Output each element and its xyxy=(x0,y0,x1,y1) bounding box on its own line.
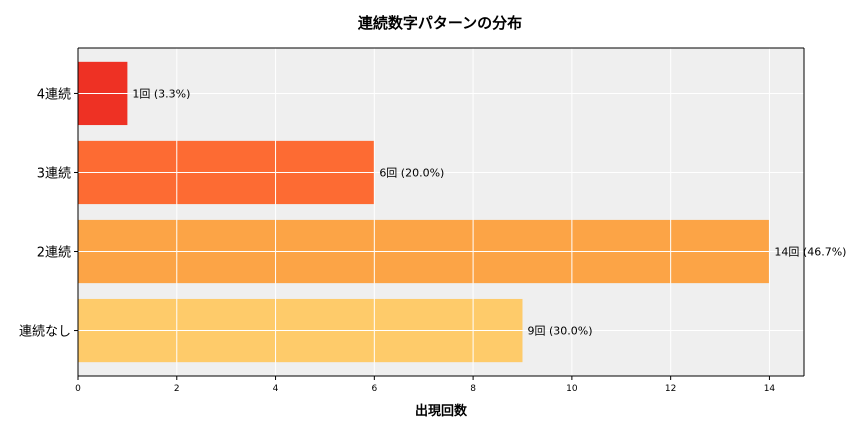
x-tick-label: 8 xyxy=(470,384,476,394)
y-tick-label: 連続なし xyxy=(19,325,71,340)
data-label: 9回 (30.0%) xyxy=(527,325,592,338)
y-tick-labels: 連続なし 2連続 3連続 4連続 xyxy=(19,87,78,340)
x-axis-label: 出現回数 xyxy=(415,403,468,419)
x-tick-label: 10 xyxy=(566,384,578,394)
data-labels: 9回 (30.0%) 14回 (46.7%) 6回 (20.0%) 1回 (3.3%) xyxy=(132,87,846,337)
data-label: 6回 (20.0%) xyxy=(379,166,444,179)
y-tick-label: 4連続 xyxy=(37,87,71,102)
x-tick-label: 6 xyxy=(371,384,377,394)
data-label: 14回 (46.7%) xyxy=(774,246,846,259)
chart-title: 連続数字パターンの分布 xyxy=(358,14,522,32)
x-ticks: 0 2 4 6 8 10 12 14 xyxy=(75,376,775,394)
x-tick-label: 0 xyxy=(75,384,81,394)
grid-overlay xyxy=(77,48,804,376)
x-tick-label: 12 xyxy=(665,384,676,394)
data-label: 1回 (3.3%) xyxy=(132,87,190,100)
y-tick-label: 3連続 xyxy=(37,166,71,181)
x-tick-label: 4 xyxy=(273,384,279,394)
y-tick-label: 2連続 xyxy=(37,246,71,261)
x-tick-label: 14 xyxy=(764,384,776,394)
x-tick-label: 2 xyxy=(174,384,180,394)
